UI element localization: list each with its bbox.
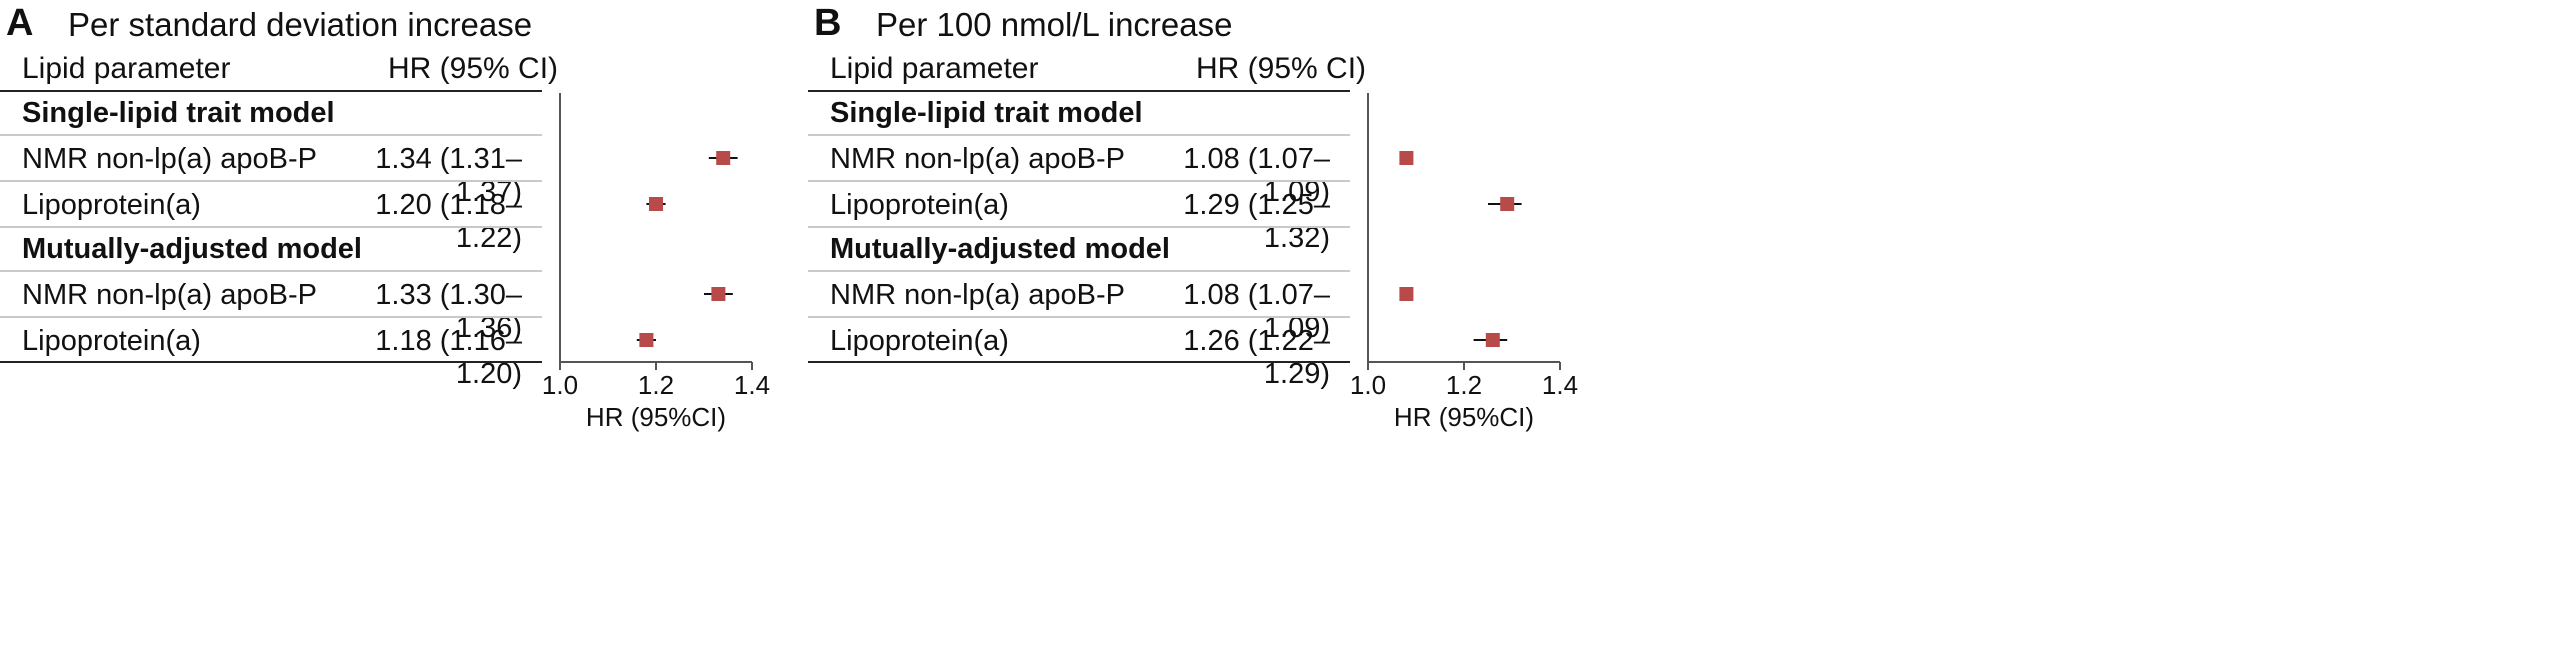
row-label: Lipoprotein(a) bbox=[22, 325, 201, 357]
section-title: Single-lipid trait model bbox=[22, 97, 335, 129]
forest-plot: 1.0 1.2 1.4 HR (95%CI) bbox=[1350, 93, 1578, 432]
hr-point-marker bbox=[649, 197, 663, 211]
row-label: NMR non-lp(a) apoB-P bbox=[830, 279, 1125, 311]
row-divider bbox=[0, 226, 542, 228]
panel-title: Per 100 nmol/L increase bbox=[876, 6, 1233, 43]
hr-point-marker bbox=[1399, 287, 1414, 301]
row-hr-value: 1.26 (1.22–1.29) bbox=[1183, 325, 1330, 390]
column-header-hr: HR (95% CI) bbox=[388, 52, 559, 85]
row-label: Lipoprotein(a) bbox=[830, 189, 1009, 221]
row-hr-value: 1.18 (1.16–1.20) bbox=[375, 325, 522, 390]
header-rule bbox=[808, 90, 1350, 92]
row-divider bbox=[0, 180, 542, 182]
hr-point-marker bbox=[716, 151, 731, 165]
row-hr-value: 1.29 (1.25–1.32) bbox=[1183, 189, 1330, 254]
x-axis-label: HR (95%CI) bbox=[586, 402, 726, 432]
hr-point-marker bbox=[639, 333, 654, 347]
panel-letter: B bbox=[814, 2, 842, 44]
row-divider bbox=[808, 270, 1350, 272]
row-label: NMR non-lp(a) apoB-P bbox=[22, 279, 317, 311]
row-divider bbox=[808, 180, 1350, 182]
x-tick-label: 1.2 bbox=[1446, 370, 1482, 400]
panel-title: Per standard deviation increase bbox=[68, 6, 533, 43]
x-tick-label: 1.4 bbox=[1542, 370, 1578, 400]
table-bottom-rule bbox=[808, 361, 1350, 363]
x-tick-label: 1.0 bbox=[542, 370, 578, 400]
section-title: Mutually-adjusted model bbox=[22, 233, 362, 265]
x-tick-label: 1.2 bbox=[638, 370, 674, 400]
panel-b: B Per 100 nmol/L increase Lipid paramete… bbox=[808, 0, 2048, 671]
panel-a: A Per standard deviation increase Lipid … bbox=[0, 0, 1240, 671]
x-axis-label: HR (95%CI) bbox=[1394, 402, 1534, 432]
column-header-parameter: Lipid parameter bbox=[830, 52, 1039, 85]
row-divider bbox=[0, 316, 542, 318]
row-label: NMR non-lp(a) apoB-P bbox=[830, 143, 1125, 175]
row-divider bbox=[808, 134, 1350, 136]
row-divider bbox=[0, 134, 542, 136]
row-label: Lipoprotein(a) bbox=[830, 325, 1009, 357]
x-tick-label: 1.4 bbox=[734, 370, 770, 400]
row-divider bbox=[808, 226, 1350, 228]
row-hr-value: 1.08 (1.07–1.09) bbox=[1183, 279, 1330, 344]
row-label: Lipoprotein(a) bbox=[22, 189, 201, 221]
hr-point-marker bbox=[1399, 151, 1414, 165]
column-header-hr: HR (95% CI) bbox=[1196, 52, 1367, 85]
section-title: Single-lipid trait model bbox=[830, 97, 1143, 129]
hr-point-marker bbox=[711, 287, 726, 301]
hr-point-marker bbox=[1500, 197, 1515, 211]
row-label: NMR non-lp(a) apoB-P bbox=[22, 143, 317, 175]
column-header-parameter: Lipid parameter bbox=[22, 52, 231, 85]
table-bottom-rule bbox=[0, 361, 542, 363]
row-divider bbox=[0, 270, 542, 272]
section-title: Mutually-adjusted model bbox=[830, 233, 1170, 265]
panel-letter: A bbox=[6, 2, 34, 44]
x-tick-label: 1.0 bbox=[1350, 370, 1386, 400]
row-hr-value: 1.20 (1.18–1.22) bbox=[375, 189, 522, 254]
row-divider bbox=[808, 316, 1350, 318]
forest-plot: 1.0 1.2 1.4 HR (95%CI) bbox=[542, 93, 770, 432]
header-rule bbox=[0, 90, 542, 92]
hr-point-marker bbox=[1485, 333, 1500, 347]
